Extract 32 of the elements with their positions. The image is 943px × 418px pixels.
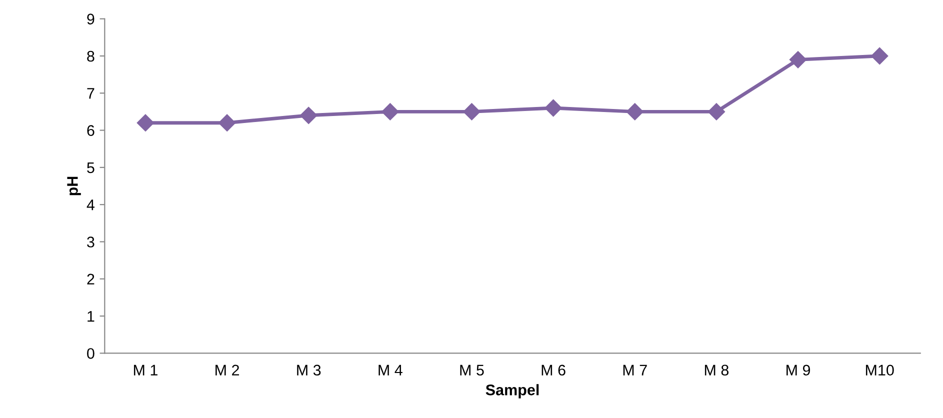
- point: [463, 103, 480, 120]
- y-axis-title: pH: [67, 176, 81, 196]
- point: [218, 114, 236, 132]
- point: [382, 103, 399, 120]
- x-tick-label: M 9: [786, 364, 810, 376]
- y-tick-label: 2: [87, 274, 94, 284]
- x-tick-label: M 4: [378, 364, 402, 376]
- point: [708, 103, 725, 120]
- y-tick-label: 6: [87, 125, 94, 136]
- y-tick-label: 0: [87, 348, 94, 359]
- x-tick-label: M 7: [623, 364, 647, 376]
- y-tick-label: 3: [87, 236, 94, 248]
- x-tick-label: M 5: [460, 364, 484, 376]
- point: [871, 47, 888, 65]
- point: [626, 103, 644, 120]
- y-tick-label: 8: [87, 50, 94, 62]
- x-tick-label: M 6: [542, 364, 566, 376]
- y-tick-label: 9: [87, 14, 94, 24]
- y-tick-label: 4: [86, 200, 95, 210]
- point: [544, 99, 562, 117]
- y-tick-label: 7: [87, 88, 94, 99]
- x-tick-label: M 2: [216, 364, 239, 376]
- x-axis-title: Sampel: [486, 384, 539, 398]
- x-tick-label: M 3: [297, 364, 321, 376]
- y-tick-label: 1: [88, 311, 94, 322]
- x-tick-label: M 1: [134, 364, 158, 376]
- point: [136, 114, 154, 132]
- point: [300, 106, 318, 124]
- x-tick-label: M10: [866, 364, 894, 376]
- point: [789, 51, 807, 68]
- x-tick-label: M 8: [704, 364, 729, 376]
- y-tick-label: 5: [87, 162, 94, 174]
